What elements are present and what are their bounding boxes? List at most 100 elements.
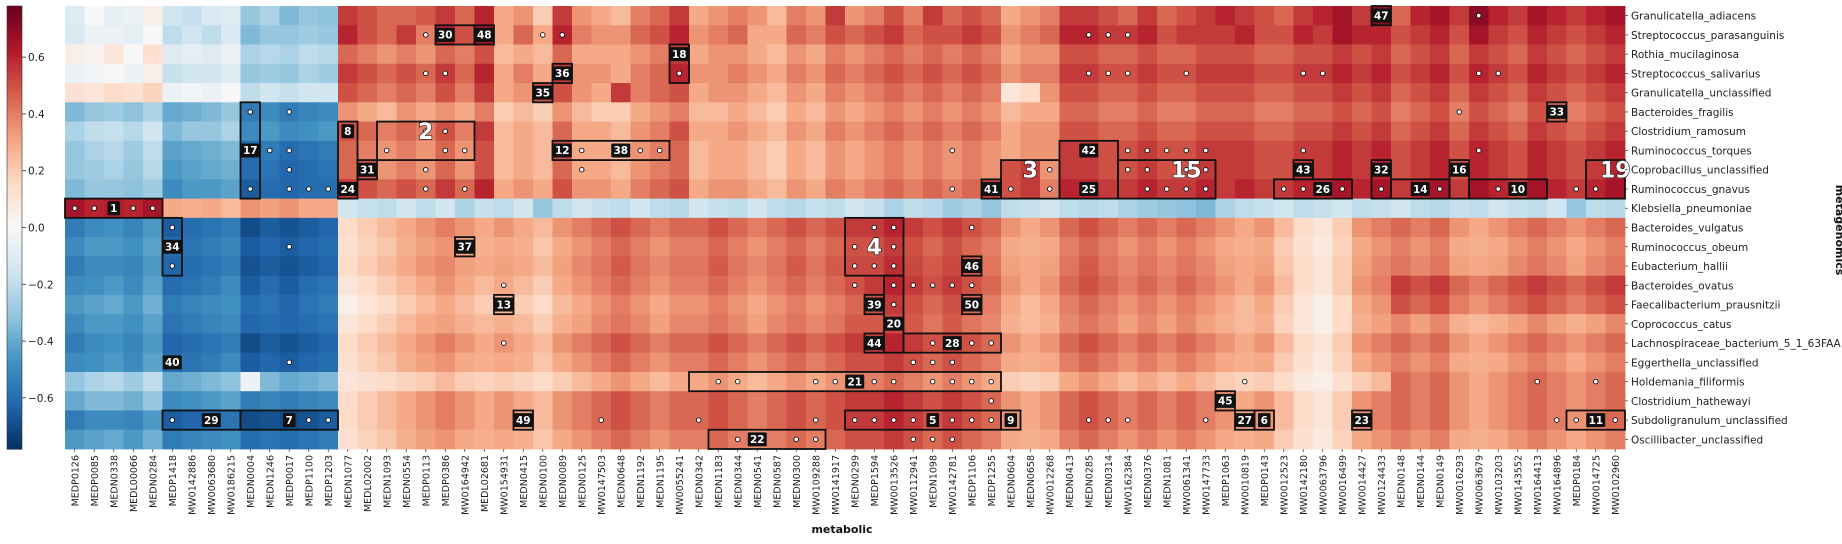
column-label: MW0164413 [1533, 455, 1544, 515]
heatmap-cell [513, 275, 534, 296]
heatmap-cell [1391, 314, 1411, 334]
heatmap-cell [1605, 275, 1626, 296]
significance-dot [442, 70, 449, 77]
heatmap-cell [845, 44, 865, 65]
heatmap-cell [1352, 6, 1372, 26]
heatmap-cell [981, 237, 1002, 257]
row-label: Eggerthella_unclassified [1631, 357, 1759, 369]
heatmap-cell [221, 391, 241, 411]
heatmap-cell [591, 6, 612, 26]
significance-dot [1300, 70, 1306, 77]
heatmap-cell [1254, 429, 1275, 450]
heatmap-cell [1254, 371, 1275, 392]
heatmap-cell [1235, 6, 1255, 26]
heatmap-cell [845, 429, 865, 450]
heatmap-cell [923, 391, 943, 411]
heatmap-cell [767, 140, 787, 161]
heatmap-cell [669, 198, 690, 219]
heatmap-cell [416, 44, 436, 65]
heatmap-cell [162, 314, 183, 334]
heatmap-cell [1313, 237, 1333, 257]
heatmap-cell [1176, 275, 1197, 296]
significance-dot [930, 436, 936, 443]
heatmap-cell [1020, 391, 1041, 411]
heatmap-cell [1469, 102, 1489, 122]
heatmap-cell [669, 237, 690, 257]
heatmap-cell [435, 179, 456, 200]
heatmap-cell [357, 6, 378, 26]
significance-dot [598, 417, 605, 423]
heatmap-cell [669, 391, 690, 411]
heatmap-cell [1391, 275, 1411, 296]
heatmap-cell [845, 83, 865, 103]
heatmap-cell [1449, 121, 1470, 142]
significance-dot [1475, 70, 1482, 77]
heatmap-cell [767, 179, 787, 200]
heatmap-cell [1430, 121, 1450, 142]
heatmap-cell [1020, 140, 1041, 161]
heatmap-cell [552, 333, 573, 354]
heatmap-cell [1508, 44, 1528, 65]
colorbar-segment [7, 138, 22, 144]
heatmap-cell [1040, 198, 1060, 219]
colorbar-segment [7, 61, 22, 66]
heatmap-cell [630, 237, 651, 257]
heatmap-cell [845, 217, 865, 238]
colorbar: 0.60.40.20.0−0.2−0.4−0.6 [6, 5, 54, 450]
heatmap-cell [884, 429, 904, 450]
significance-dot [1202, 147, 1209, 154]
heatmap-cell [1040, 140, 1060, 161]
heatmap-cell [279, 429, 300, 450]
heatmap-cell [1196, 294, 1216, 315]
heatmap-cell [1508, 25, 1528, 45]
heatmap-cell [630, 429, 651, 450]
heatmap-cell [1430, 160, 1450, 180]
colorbar-segment [7, 238, 22, 243]
significance-dot [1144, 186, 1150, 192]
heatmap-cell [572, 198, 592, 219]
heatmap-cell [689, 83, 709, 103]
column-label: MW0147733 [1201, 455, 1212, 515]
heatmap-cell [572, 25, 592, 45]
colorbar-segment [7, 72, 22, 77]
heatmap-cell [1488, 429, 1509, 450]
heatmap-cell [416, 256, 436, 277]
heatmap-cell [396, 6, 417, 26]
heatmap-cell [338, 217, 358, 238]
module-label: 16 [1452, 165, 1467, 177]
column-label: MEDN0541 [753, 455, 764, 508]
module-label-bg [1371, 162, 1391, 177]
colorbar-segment [7, 404, 22, 409]
heatmap-cell [1488, 371, 1509, 392]
heatmap-cell [864, 83, 885, 103]
heatmap-cell [1352, 237, 1372, 257]
heatmap-cell [1586, 294, 1606, 315]
heatmap-cell [689, 6, 709, 26]
heatmap-cell [455, 314, 475, 334]
colorbar-tick-label: −0.4 [28, 336, 54, 348]
heatmap-cell [1605, 294, 1626, 315]
heatmap-cell [1274, 275, 1294, 296]
row-label: Lachnospiraceae_bacterium_5_1_63FAA [1631, 338, 1842, 350]
heatmap-cell [591, 83, 612, 103]
heatmap-cell [1137, 391, 1158, 411]
heatmap-cell [494, 371, 514, 392]
heatmap-cell [1059, 371, 1080, 392]
row-label: Ruminococcus_gnavus [1631, 184, 1750, 196]
heatmap-cell [1469, 160, 1489, 180]
heatmap-cell [806, 314, 826, 334]
heatmap-cell [143, 371, 163, 392]
heatmap-cell [981, 275, 1002, 296]
heatmap-cell [1586, 333, 1606, 354]
heatmap-cell [611, 198, 631, 219]
heatmap-cell [611, 410, 631, 431]
heatmap-cell [1488, 25, 1509, 45]
heatmap-cell [650, 410, 670, 431]
heatmap-cell [1098, 179, 1119, 200]
heatmap-cell [1371, 410, 1392, 431]
heatmap-cell [669, 140, 690, 161]
heatmap-cell [1274, 237, 1294, 257]
colorbar-segment [7, 201, 22, 206]
heatmap-cell [981, 6, 1002, 26]
heatmap-cell [260, 121, 280, 142]
